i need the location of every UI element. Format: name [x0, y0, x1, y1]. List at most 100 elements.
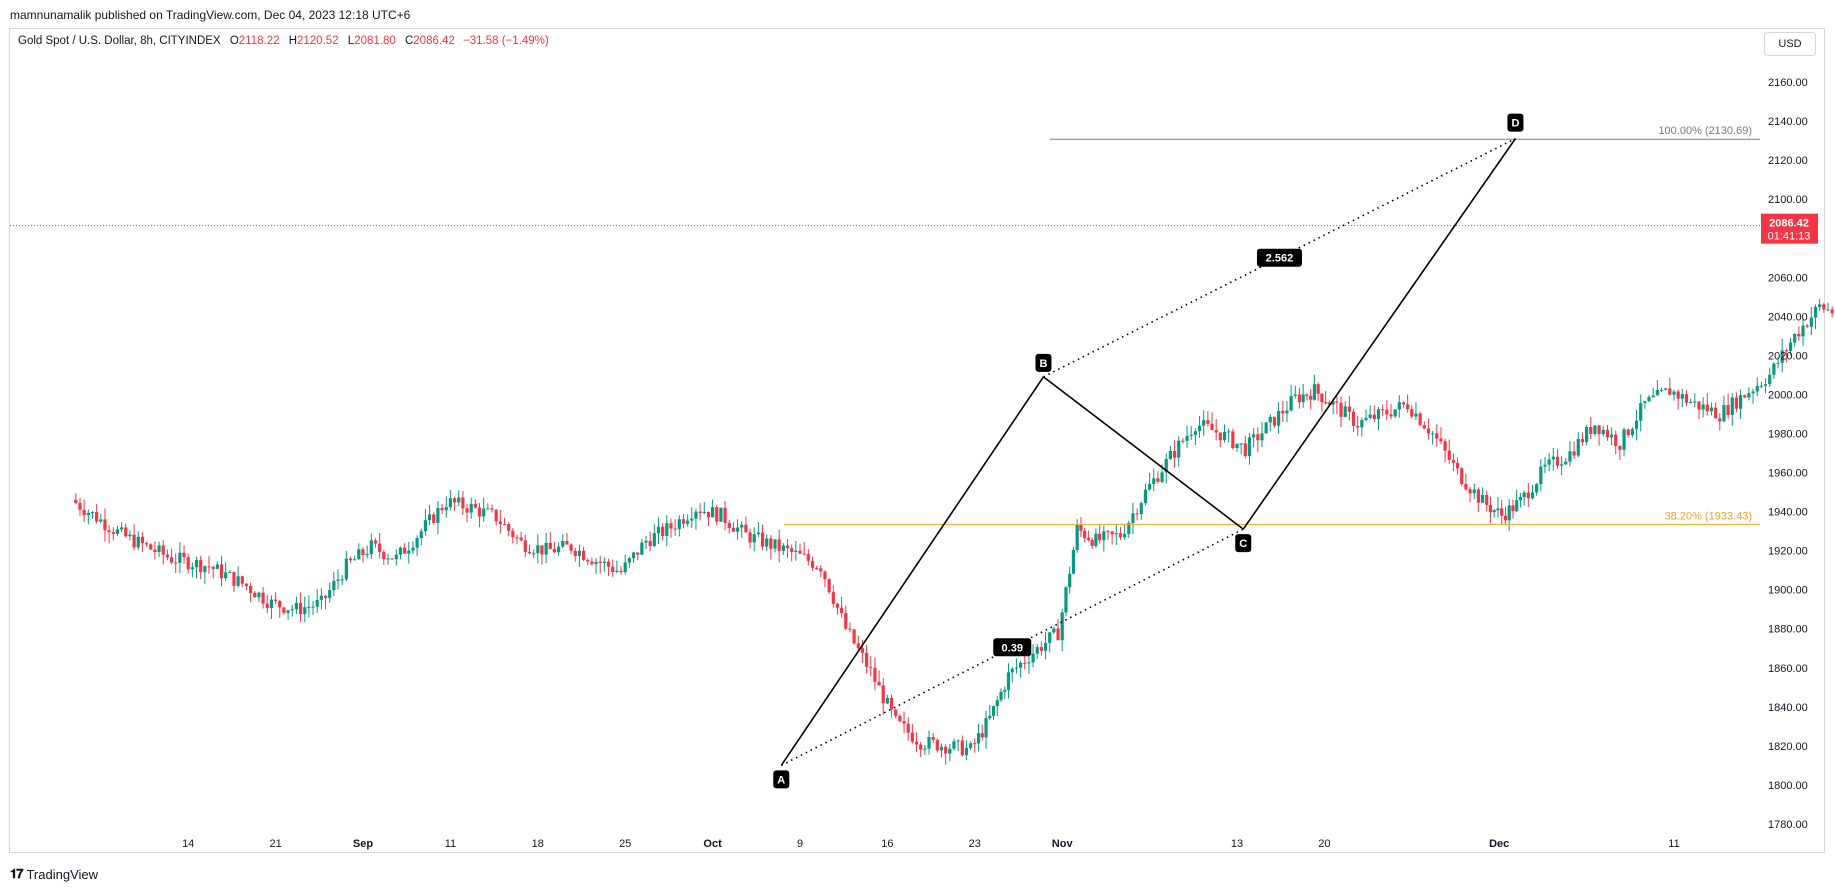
- candle: [219, 564, 224, 579]
- y-axis-tick: 1980.00: [1768, 428, 1808, 440]
- pattern-point-badge: [1235, 534, 1252, 553]
- candle: [1726, 405, 1730, 415]
- candle: [174, 562, 178, 564]
- candle: [606, 561, 611, 567]
- candle: [944, 746, 948, 754]
- candle: [594, 561, 598, 565]
- candle: [1052, 628, 1056, 633]
- candle: [544, 542, 548, 555]
- candle: [727, 523, 731, 528]
- candle: [690, 518, 694, 521]
- candle: [1264, 422, 1268, 434]
- candle: [1079, 524, 1083, 531]
- candle: [1048, 632, 1052, 643]
- candle: [1206, 420, 1210, 424]
- pattern-leg: [780, 376, 1045, 766]
- candle: [1231, 431, 1235, 448]
- candle: [1734, 397, 1739, 409]
- candle: [1385, 409, 1389, 415]
- candle: [1406, 404, 1410, 410]
- candle: [815, 567, 819, 569]
- candle: [823, 571, 827, 580]
- candle: [831, 592, 835, 604]
- candle: [869, 666, 873, 668]
- candle: [274, 599, 278, 601]
- candle: [103, 519, 107, 531]
- candle: [1730, 397, 1734, 415]
- candle: [1805, 325, 1809, 327]
- currency-button[interactable]: USD: [1764, 32, 1816, 56]
- candle: [232, 571, 236, 586]
- candle: [436, 508, 440, 523]
- candle: [1181, 440, 1185, 442]
- candle: [1189, 434, 1193, 436]
- candle: [265, 603, 269, 609]
- candle: [844, 613, 848, 629]
- close-label: C: [404, 35, 414, 47]
- candle: [1597, 425, 1601, 435]
- candle: [461, 497, 465, 509]
- candle: [1202, 420, 1206, 426]
- candle: [1751, 391, 1755, 394]
- candle: [1056, 628, 1060, 641]
- candle: [1247, 437, 1252, 457]
- candle: [515, 537, 519, 539]
- y-axis-tick: 2060.00: [1768, 272, 1808, 284]
- ratio-label: 2.562: [1266, 253, 1294, 265]
- candle: [856, 643, 860, 649]
- candle: [1768, 374, 1772, 385]
- candle: [457, 497, 461, 503]
- candle: [1297, 394, 1302, 403]
- candle: [1010, 668, 1014, 673]
- candle: [140, 536, 145, 544]
- candle: [1618, 446, 1622, 450]
- candle: [249, 585, 253, 593]
- pattern-point-label: A: [777, 774, 785, 786]
- candle: [1397, 402, 1401, 410]
- candle: [952, 741, 956, 749]
- candle: [294, 602, 299, 610]
- candle: [995, 700, 999, 706]
- y-axis-tick: 1820.00: [1768, 741, 1808, 753]
- candle: [590, 561, 594, 565]
- candle: [602, 561, 606, 563]
- y-axis-tick: 1960.00: [1768, 468, 1808, 480]
- candle: [344, 558, 348, 580]
- candle: [1075, 524, 1079, 551]
- candle: [1312, 384, 1317, 400]
- candle: [149, 544, 153, 550]
- candle: [1305, 394, 1309, 396]
- candle: [1655, 390, 1659, 396]
- candle: [798, 550, 802, 554]
- candle: [1630, 429, 1634, 436]
- candle: [1560, 464, 1564, 466]
- candle: [735, 527, 740, 532]
- candle: [598, 561, 602, 563]
- candle: [169, 557, 174, 563]
- candle: [361, 549, 365, 555]
- candle: [1222, 431, 1227, 441]
- candle: [448, 498, 452, 508]
- candle: [1622, 429, 1626, 450]
- candle: [577, 550, 582, 556]
- candle: [136, 536, 140, 548]
- candle: [1118, 533, 1123, 538]
- candle: [1210, 423, 1214, 431]
- candle: [1360, 420, 1364, 428]
- candle: [348, 558, 353, 561]
- tradingview-footer[interactable]: 𝟏𝟕 TradingView: [10, 866, 98, 882]
- x-axis-tick: 20: [1318, 838, 1330, 850]
- y-axis-tick: 2100.00: [1768, 194, 1808, 206]
- candle: [586, 559, 590, 562]
- pattern-point-label: C: [1239, 538, 1247, 550]
- candle: [540, 545, 544, 555]
- candle: [715, 507, 719, 522]
- candle: [1572, 451, 1576, 456]
- candle: [1634, 420, 1639, 430]
- candle: [939, 746, 944, 751]
- candle: [765, 538, 769, 547]
- candle: [1547, 459, 1551, 465]
- candle: [956, 740, 960, 742]
- candle: [964, 747, 969, 756]
